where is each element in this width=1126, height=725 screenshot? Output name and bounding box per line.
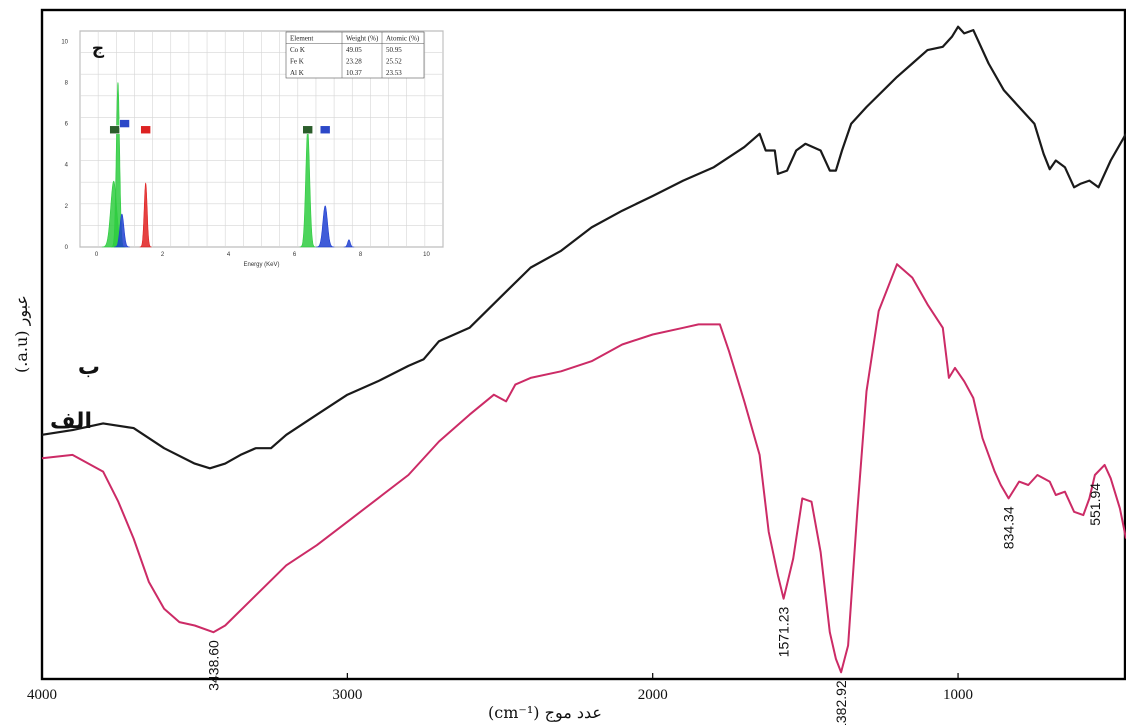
inset-table-header: Element [290,35,313,43]
inset-table-header: Atomic (%) [386,35,420,43]
inset-x-tick-label: 4 [227,252,231,258]
main-plot: 4000 3000 2000 1000بالف3438.601571.231382.9… [12,8,1126,725]
inset-y-tick-label: 10 [61,39,68,45]
x-tick-label: 2000 [638,687,668,703]
inset-table-header: Weight (%) [346,35,379,43]
inset-y-tick-label: 0 [65,245,69,251]
inset-panel-letter: ج [92,39,105,59]
inset-table-cell: 25.52 [386,58,402,66]
x-tick-label: 1000 [943,687,973,703]
inset-table-cell: 50.95 [386,46,402,54]
eds-element-marker [119,119,130,128]
x-tick-label: 3000 [332,687,362,703]
y-axis-title: عبور (a.u.) [12,295,31,373]
inset-y-tick-label: 2 [65,204,69,210]
inset-table-cell: Fe K [290,58,304,66]
inset-y-tick-label: 8 [65,80,69,86]
peak-annotation: 551.94 [1087,483,1103,526]
eds-element-marker [109,125,120,135]
inset-table-cell: 10.37 [346,69,362,77]
eds-peak-blue [114,213,130,248]
inset-x-tick-label: 6 [293,252,297,258]
eds-element-marker [140,125,151,135]
inset-x-tick-label: 2 [161,252,165,258]
inset-x-tick-label: 0 [95,252,99,258]
peak-annotation: 3438.60 [205,640,221,691]
eds-inset: 0 2 4 6 8 10 0 2 4 6 8 10 Energy (KeV) ج Element Co K Fe… [52,26,450,268]
inset-x-tick-label: 10 [423,252,430,258]
curve-label-series-2: الف [50,409,92,434]
eds-peak-blue [343,239,355,248]
inset-table-cell: Co K [290,46,305,54]
inset-table-cell: 23.28 [346,58,362,66]
inset-y-tick-label: 4 [65,163,69,169]
plot-frame [40,8,1126,681]
peak-annotation: 834.34 [1001,506,1017,549]
inset-table-cell: 23.53 [386,69,402,77]
peak-annotation: 1382.92 [833,680,849,725]
eds-peak-blue [315,205,335,248]
peak-annotation: 1571.23 [776,607,792,658]
curve-label-series-1: ب [78,355,100,380]
eds-element-marker [302,125,314,135]
eds-element-marker [319,125,331,135]
inset-x-axis-title: Energy (KeV) [243,262,279,268]
inset-x-tick-label: 8 [359,252,363,258]
inset-table [285,31,425,79]
x-axis-title: عدد موج (cm⁻¹) [488,703,602,722]
spectrum-line-series-2 [41,263,1126,674]
eds-peak-red [139,182,152,248]
inset-table-cell: 49.05 [346,46,362,54]
x-tick-label: 4000 [27,687,57,703]
inset-y-tick-label: 6 [65,122,69,128]
inset-table-cell: Al K [290,69,304,77]
spectrum-line-series-1 [41,25,1126,470]
